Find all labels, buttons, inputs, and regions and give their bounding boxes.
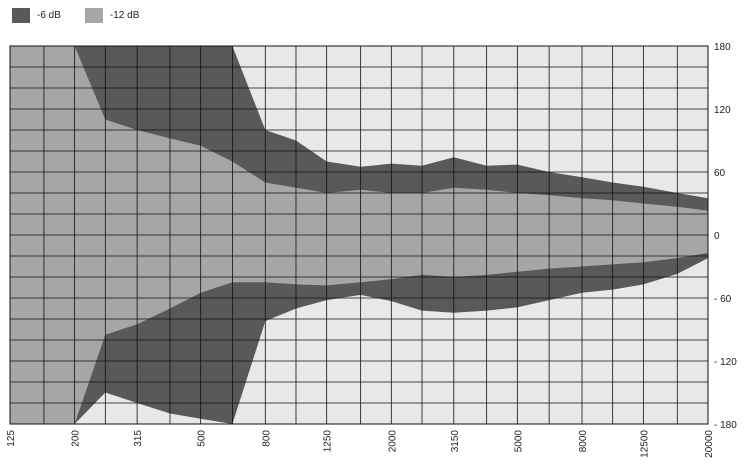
- x-tick-label: 1250: [323, 430, 334, 453]
- x-tick-label: 800: [261, 430, 272, 447]
- legend-item-6db: -6 dB: [12, 7, 61, 23]
- x-tick-label: 12500: [639, 430, 650, 458]
- legend-label-12db: -12 dB: [109, 9, 140, 21]
- x-tick-label: 500: [197, 430, 208, 447]
- x-tick-label: 5000: [513, 430, 524, 453]
- legend-swatch-12db: [84, 7, 103, 23]
- y-tick-label: 0: [714, 231, 720, 242]
- x-tick-label: 8000: [578, 430, 589, 453]
- legend-item-12db: -12 dB: [84, 7, 140, 23]
- legend-label-6db: -6 dB: [37, 9, 61, 21]
- plot-border: [9, 45, 709, 425]
- x-tick-label: 3150: [450, 430, 461, 453]
- y-tick-labels: 180 120 60 0 - 60 - 120 - 180: [714, 42, 737, 431]
- y-tick-label: 60: [714, 168, 726, 179]
- legend: -6 dB -12 dB: [12, 6, 163, 24]
- legend-swatch-6db: [12, 7, 30, 23]
- y-tick-label: - 120: [714, 357, 737, 368]
- x-tick-label: 20000: [704, 430, 715, 458]
- y-tick-label: 180: [714, 42, 731, 53]
- x-tick-labels: 125 200 315 500 800 1250 2000 3150 5000 8000 12500…: [6, 430, 715, 458]
- y-tick-label: 120: [714, 105, 731, 116]
- x-tick-label: 315: [133, 430, 144, 447]
- y-tick-label: - 180: [714, 420, 737, 431]
- x-tick-label: 2000: [387, 430, 398, 453]
- chart-grid: [9, 45, 709, 425]
- x-tick-label: 125: [6, 430, 17, 447]
- x-tick-label: 200: [71, 430, 82, 447]
- y-tick-label: - 60: [714, 294, 732, 305]
